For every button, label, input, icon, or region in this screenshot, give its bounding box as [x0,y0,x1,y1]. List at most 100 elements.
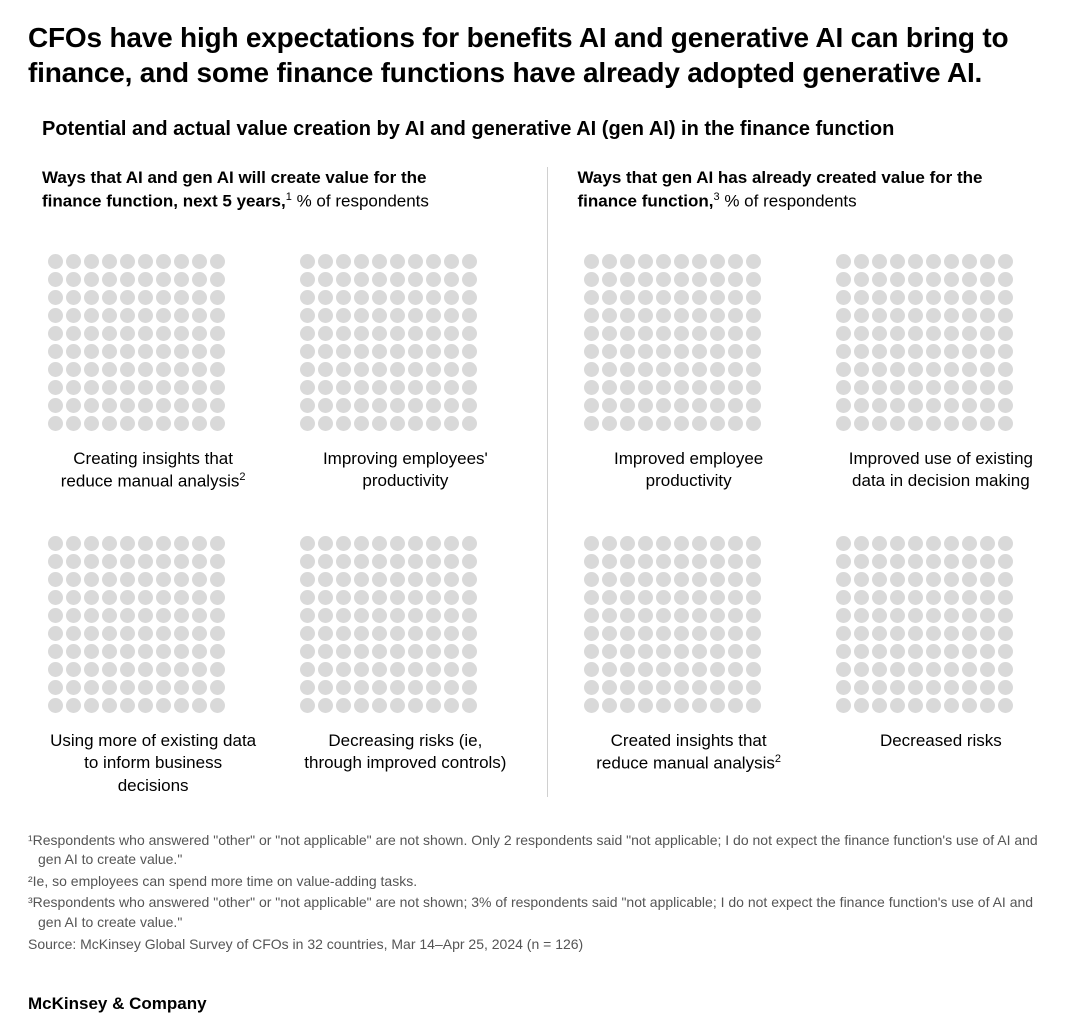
dot [426,590,441,605]
dot [102,554,117,569]
dot [390,644,405,659]
dot [710,662,725,677]
dot [944,554,959,569]
dot [408,572,423,587]
dot [210,590,225,605]
dot [48,380,63,395]
dot [692,380,707,395]
dot [656,680,671,695]
dot [138,272,153,287]
dot [908,590,923,605]
dot [156,326,171,341]
dot [318,362,333,377]
dot [872,380,887,395]
dot [390,380,405,395]
dot [620,572,635,587]
dot [444,590,459,605]
dot [210,698,225,713]
dot [584,398,599,413]
headline: CFOs have high expectations for benefits… [28,20,1052,90]
dot [944,290,959,305]
dot [84,680,99,695]
dot [998,344,1013,359]
dot [66,398,81,413]
dot [728,626,743,641]
dot [872,698,887,713]
dot [354,536,369,551]
dot [174,554,189,569]
dot [890,380,905,395]
dot [998,326,1013,341]
dot [138,572,153,587]
dot [372,590,387,605]
dot [102,416,117,431]
dot [674,536,689,551]
dot [84,254,99,269]
dot [908,572,923,587]
dot [408,662,423,677]
dot [710,608,725,623]
dot [728,308,743,323]
dot [318,572,333,587]
dot [728,554,743,569]
dot [390,344,405,359]
dot [746,698,761,713]
dot [854,416,869,431]
dot [638,308,653,323]
dot [980,644,995,659]
dot [192,554,207,569]
dot [728,326,743,341]
dot [210,626,225,641]
panel-right-title-rest: % of respondents [720,192,857,211]
panel-left-grid: Creating insights that reduce manual ana… [42,254,517,797]
dot [926,644,941,659]
dot [66,680,81,695]
dot [156,308,171,323]
dot [300,626,315,641]
dot [102,362,117,377]
dot [602,380,617,395]
dot [120,626,135,641]
dot [584,698,599,713]
dot [156,644,171,659]
dot [66,698,81,713]
dot [120,644,135,659]
dot [156,398,171,413]
dot [638,254,653,269]
dot [602,554,617,569]
dot [836,590,851,605]
dot [944,398,959,413]
dot [48,326,63,341]
dot [872,254,887,269]
dot [372,272,387,287]
panel-left-title: Ways that AI and gen AI will create valu… [42,167,482,214]
dot [138,254,153,269]
dot [102,344,117,359]
dot [692,554,707,569]
dot [48,308,63,323]
dot [120,680,135,695]
dot [444,290,459,305]
dot [408,698,423,713]
dot [872,572,887,587]
dot [602,626,617,641]
footnote-line: ³Respondents who answered "other" or "no… [28,893,1052,932]
panel-right-title: Ways that gen AI has already created val… [578,167,1018,214]
tile-label: Using more of existing data to inform bu… [48,730,258,796]
dot [138,308,153,323]
dot [998,254,1013,269]
dot [908,554,923,569]
dot [462,680,477,695]
dot [66,344,81,359]
dot [138,326,153,341]
dot [620,554,635,569]
dot [462,254,477,269]
dot [66,536,81,551]
dot [980,572,995,587]
dot [656,698,671,713]
dot [602,680,617,695]
dot [408,554,423,569]
dot [854,326,869,341]
dot [444,416,459,431]
dot [426,572,441,587]
